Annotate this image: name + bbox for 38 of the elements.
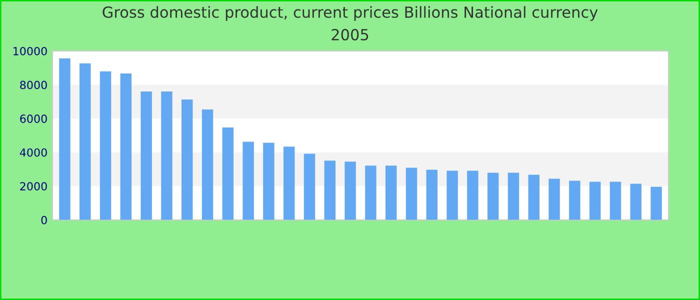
bar	[304, 154, 316, 220]
bar	[202, 109, 214, 220]
chart-title: Gross domestic product, current prices Billions National currency	[102, 6, 598, 21]
bar	[548, 178, 560, 220]
bar	[80, 63, 91, 220]
bar	[385, 166, 397, 220]
bar	[426, 170, 438, 220]
bar	[467, 170, 478, 220]
chart-subtitle: 2005	[332, 28, 368, 40]
bar	[508, 172, 520, 220]
bar	[100, 71, 112, 220]
y-tick-label: 8000	[20, 80, 47, 90]
bar	[242, 142, 254, 220]
bar	[528, 174, 540, 220]
bar	[140, 92, 152, 220]
bar	[589, 182, 601, 220]
y-tick-label: 10000	[14, 46, 47, 56]
y-tick-label: 0	[41, 216, 47, 224]
bar	[222, 128, 234, 220]
y-tick-label: 6000	[20, 114, 47, 123]
y-tick-label: 2000	[20, 182, 47, 190]
bar	[406, 168, 418, 220]
bar	[569, 180, 580, 220]
bar	[263, 142, 274, 220]
bar	[446, 170, 458, 220]
bar	[487, 172, 499, 220]
bar	[610, 182, 622, 220]
bar	[324, 160, 336, 220]
bar	[630, 184, 642, 220]
bar	[161, 92, 172, 220]
bar	[59, 58, 70, 220]
bar	[650, 186, 662, 220]
bar	[365, 166, 376, 220]
bar	[120, 73, 132, 220]
bar	[284, 146, 295, 220]
y-tick-label: 4000	[20, 148, 47, 157]
bar	[182, 99, 193, 220]
bar	[344, 162, 356, 220]
